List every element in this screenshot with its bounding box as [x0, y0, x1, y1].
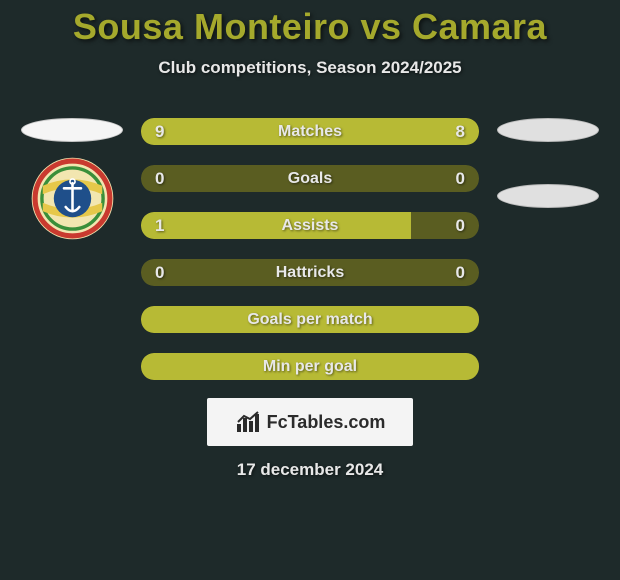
stat-bar: Matches9 8 [141, 118, 479, 145]
stat-bar-right-value: 0 [456, 169, 465, 189]
stat-bar: Assists1 0 [141, 212, 479, 239]
stat-bar-right-value: 0 [456, 263, 465, 283]
stat-bar: Goals per match [141, 306, 479, 333]
stat-bar-label: Min per goal [141, 358, 479, 376]
right-player-placeholder-ellipse [497, 184, 599, 208]
logo-text: FcTables.com [267, 412, 386, 433]
comparison-chart: Matches98Goals00Assists10Hattricks00Goal… [0, 118, 620, 380]
stat-bar-left-value: 9 [155, 122, 164, 142]
stat-bar-label: Matches [141, 123, 479, 141]
content-wrapper: Sousa Monteiro vs Camara Club competitio… [0, 0, 620, 580]
stat-bar: Min per goal [141, 353, 479, 380]
right-player-placeholder-ellipse [497, 118, 599, 142]
stat-bar-left-value: 0 [155, 263, 164, 283]
stat-bar-left-value: 0 [155, 169, 164, 189]
page-title: Sousa Monteiro vs Camara [73, 6, 547, 48]
bars-icon [235, 410, 263, 434]
stat-bars: Matches98Goals00Assists10Hattricks00Goal… [141, 118, 479, 380]
stat-bar-label: Goals [141, 170, 479, 188]
stat-bar-label: Assists [141, 217, 479, 235]
fctables-logo: FcTables.com [207, 398, 413, 446]
stat-bar: Goals0 0 [141, 165, 479, 192]
stat-bar-right-value: 0 [456, 216, 465, 236]
stat-bar: Hattricks0 0 [141, 259, 479, 286]
subtitle: Club competitions, Season 2024/2025 [158, 58, 461, 78]
stat-bar-left-value: 1 [155, 216, 164, 236]
stat-bar-label: Goals per match [141, 311, 479, 329]
left-player-column [21, 118, 123, 380]
stat-bar-label: Hattricks [141, 264, 479, 282]
date-text: 17 december 2024 [237, 460, 384, 480]
left-player-crest [30, 156, 115, 241]
left-player-placeholder-ellipse [21, 118, 123, 142]
right-player-column [497, 118, 599, 380]
stat-bar-right-value: 8 [456, 122, 465, 142]
